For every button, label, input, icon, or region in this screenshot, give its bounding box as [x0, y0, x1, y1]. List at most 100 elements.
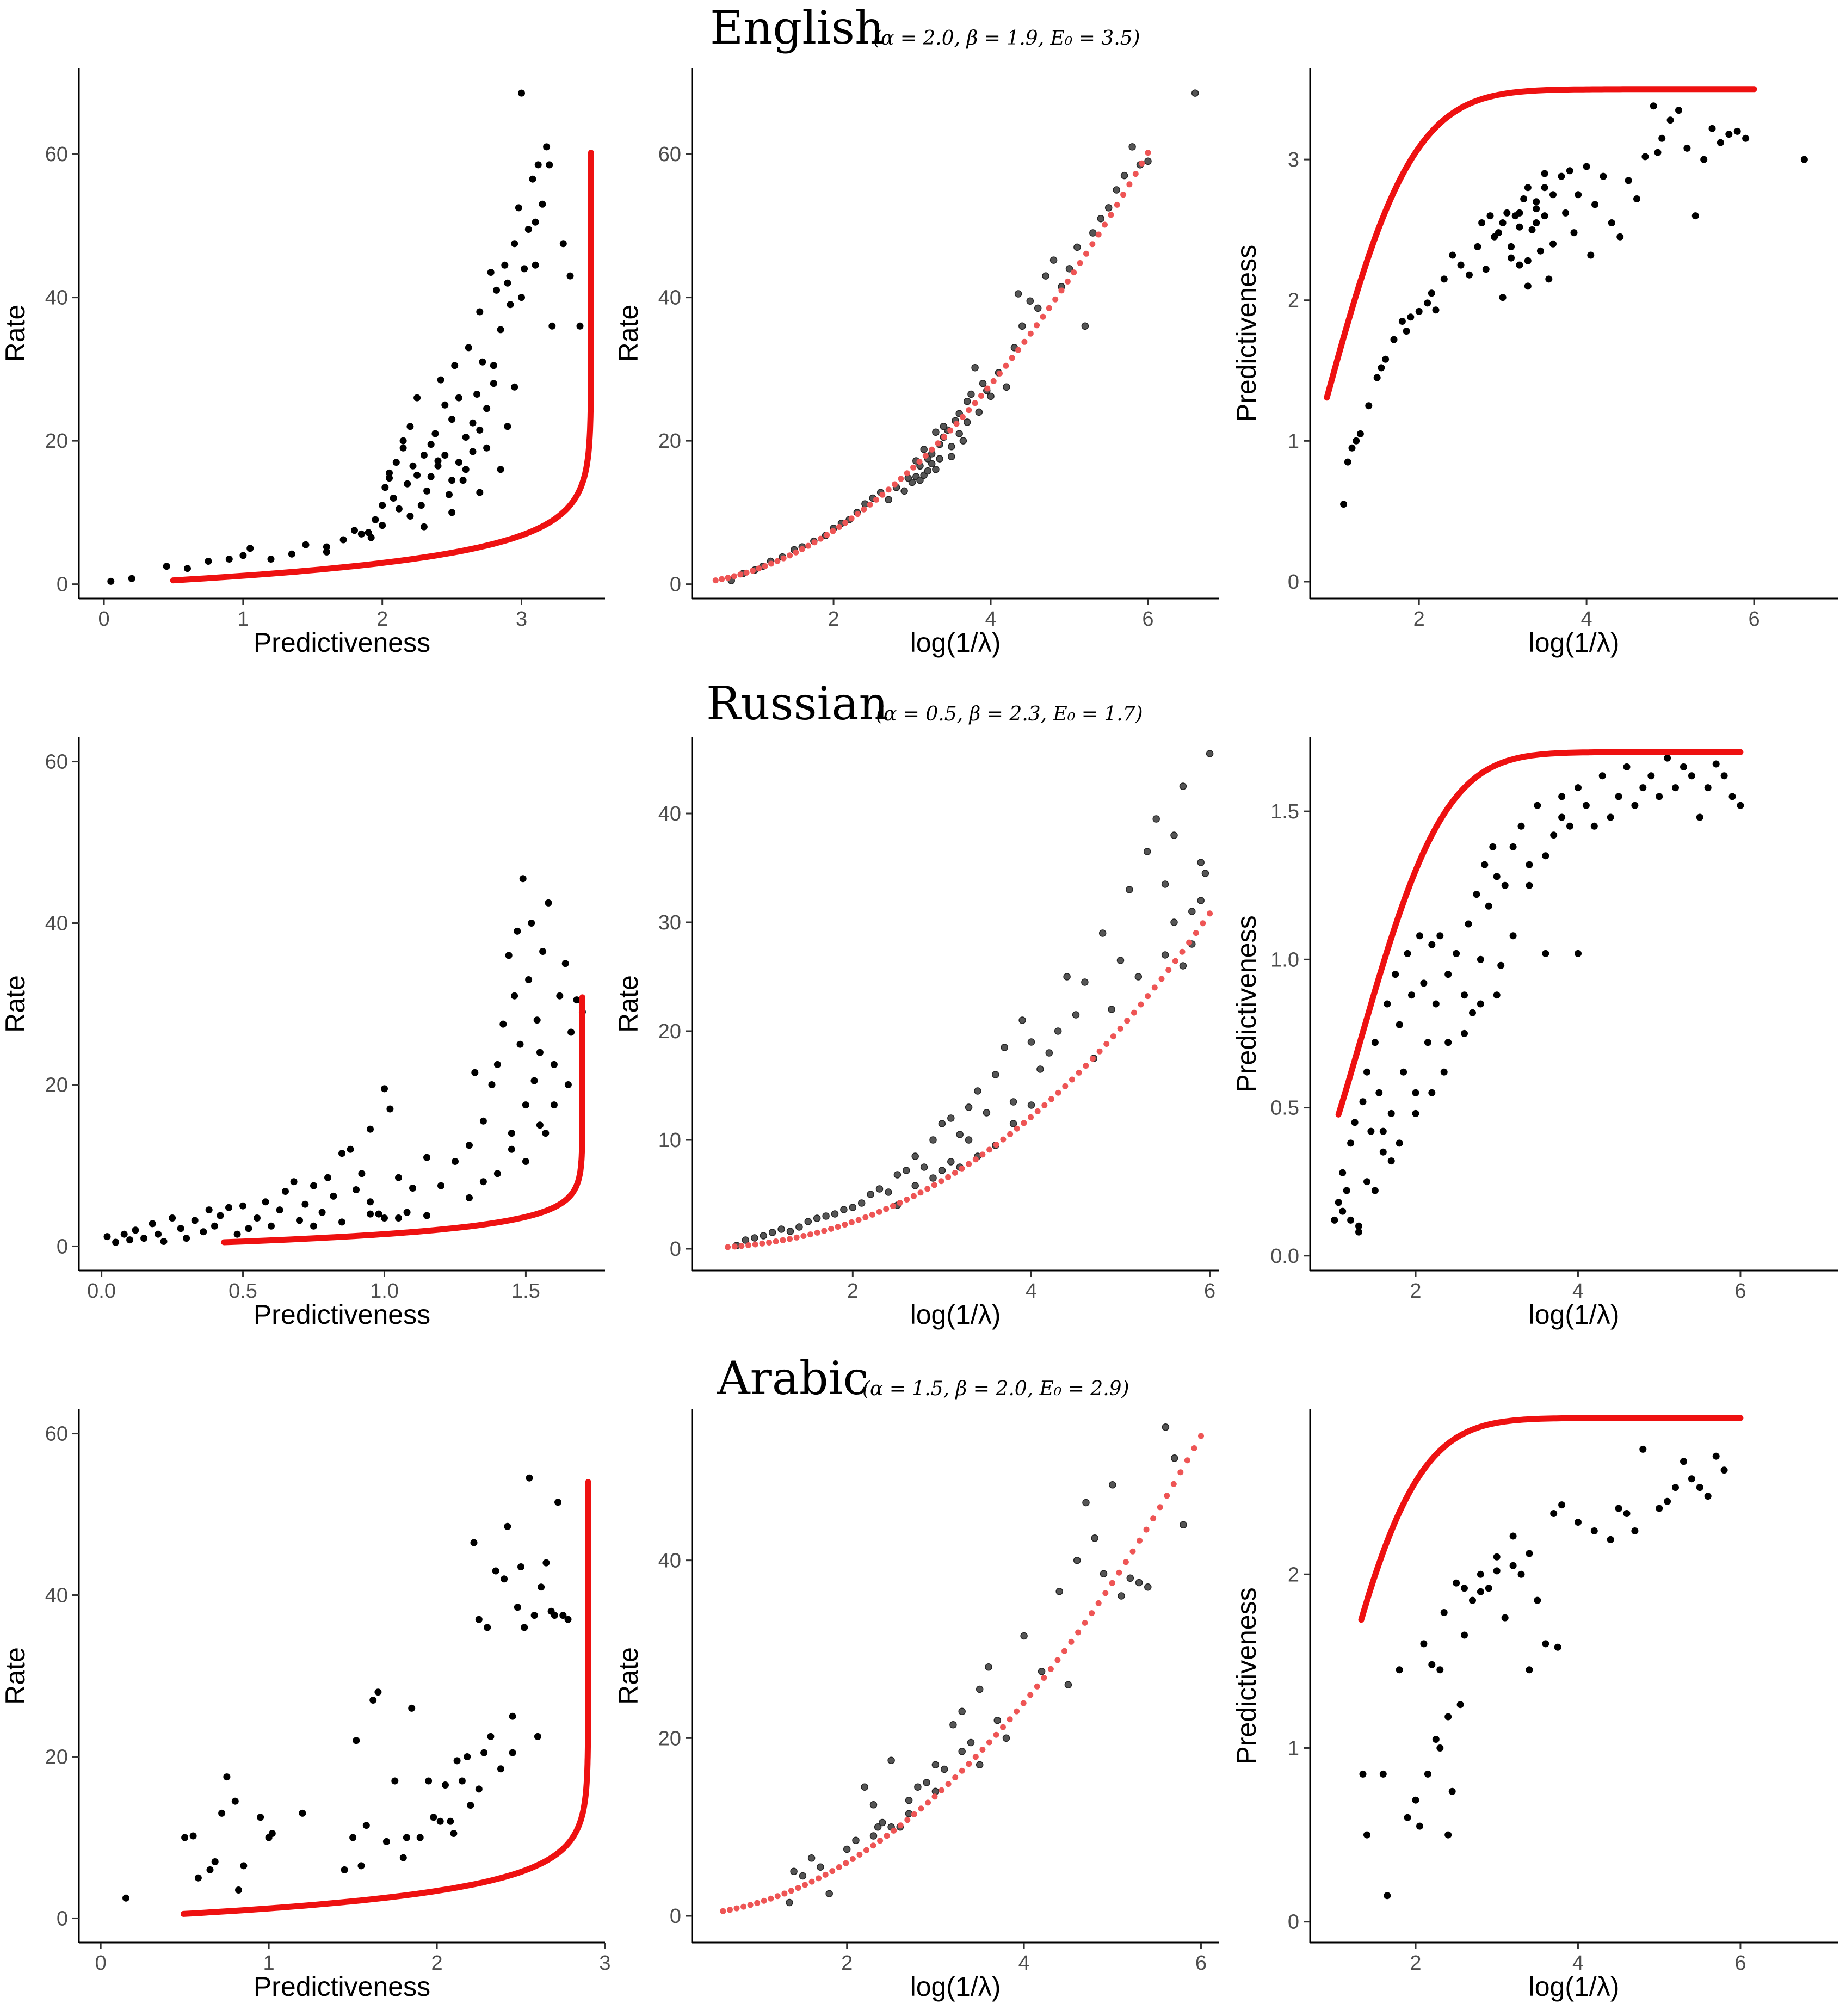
data-point	[155, 1230, 162, 1238]
data-point	[310, 1222, 317, 1230]
curve-point	[910, 1193, 917, 1199]
data-point	[1477, 1570, 1484, 1578]
data-point	[887, 1756, 895, 1764]
x-axis-label: Predictiveness	[254, 1299, 430, 1330]
data-point	[903, 1167, 910, 1174]
data-point	[1109, 1481, 1116, 1489]
curve-point	[1117, 1025, 1123, 1032]
data-point	[1424, 1770, 1431, 1778]
data-point	[1477, 955, 1484, 963]
curve-point	[843, 1860, 849, 1866]
data-point	[430, 1814, 437, 1821]
curve-point	[1034, 1683, 1040, 1690]
data-point	[1179, 962, 1187, 970]
x-tick-label: 4	[985, 608, 996, 631]
data-point	[381, 1085, 388, 1093]
data-point	[1600, 172, 1607, 180]
x-tick-label: 6	[1142, 608, 1153, 631]
data-point	[1179, 782, 1187, 790]
data-point	[534, 161, 542, 169]
data-point	[1049, 256, 1058, 264]
curve-point	[993, 1142, 999, 1148]
data-point	[404, 480, 411, 488]
data-point	[1528, 226, 1536, 233]
data-point	[302, 541, 310, 548]
data-point	[509, 1749, 516, 1756]
data-point	[936, 455, 943, 463]
data-point	[928, 460, 936, 468]
curve-point	[1150, 1515, 1157, 1522]
data-point	[1720, 772, 1728, 780]
curve-point	[1095, 231, 1102, 238]
x-tick-label: 1.5	[511, 1280, 540, 1303]
x-tick-label: 6	[1748, 608, 1759, 631]
data-point	[1335, 1199, 1342, 1206]
curve-point	[952, 1774, 959, 1780]
curve-point	[1068, 1638, 1075, 1645]
y-tick-label: 40	[658, 803, 681, 825]
curve-point	[1007, 1131, 1014, 1137]
data-point	[1533, 219, 1540, 226]
data-point	[406, 513, 414, 520]
data-point	[357, 530, 365, 538]
curve-point	[745, 1242, 752, 1248]
x-tick-label: 1	[263, 1952, 275, 1975]
x-tick-label: 6	[1204, 1280, 1215, 1303]
data-point	[475, 1616, 483, 1623]
data-point	[1065, 265, 1073, 273]
y-tick-label: 40	[658, 287, 681, 310]
curve-point	[863, 1847, 869, 1853]
data-point	[1499, 294, 1507, 301]
curve-point	[876, 1209, 882, 1215]
data-point	[177, 1225, 184, 1232]
curve-point	[1061, 1648, 1067, 1654]
data-point	[885, 496, 892, 503]
curve-point	[733, 1905, 740, 1912]
model-curve	[712, 150, 1151, 584]
data-point	[965, 1103, 973, 1111]
data-point	[1018, 322, 1026, 330]
curve-point	[793, 549, 799, 556]
curve-point	[938, 1178, 944, 1185]
data-point	[466, 1142, 473, 1149]
data-point	[1680, 1458, 1687, 1465]
data-point	[163, 563, 170, 570]
row-title-arabic-language: Arabic	[717, 1352, 869, 1405]
data-point	[416, 1834, 424, 1841]
data-point	[493, 1061, 501, 1068]
data-points	[786, 1423, 1187, 1907]
data-point	[768, 1229, 776, 1236]
data-point	[1672, 1484, 1679, 1491]
x-tick-label: 3	[516, 608, 527, 631]
data-point	[542, 1559, 550, 1567]
data-point	[290, 1178, 298, 1186]
model-curve	[1324, 86, 1757, 401]
data-point	[288, 550, 295, 558]
data-point	[379, 522, 386, 529]
data-point	[1038, 1668, 1046, 1675]
data-point	[976, 1761, 984, 1769]
data-point	[1549, 240, 1557, 248]
data-point	[434, 457, 442, 465]
data-points	[733, 750, 1214, 1249]
y-tick-label: 0	[1288, 571, 1299, 594]
data-point	[1575, 1519, 1582, 1526]
data-point	[465, 344, 472, 352]
data-point	[532, 218, 539, 226]
data-point	[924, 467, 932, 475]
curve-point	[897, 1822, 904, 1829]
curve-point	[1129, 1548, 1136, 1555]
data-point	[1170, 1454, 1178, 1462]
data-point	[462, 466, 470, 473]
data-point	[1162, 1423, 1170, 1431]
data-point	[399, 1854, 407, 1861]
data-point	[1666, 116, 1674, 124]
curve-point	[1198, 1433, 1204, 1439]
curve-point	[720, 1908, 726, 1914]
data-point	[1027, 1038, 1035, 1046]
data-point	[524, 226, 532, 233]
curve-point	[750, 568, 756, 574]
data-point	[1616, 233, 1624, 241]
data-point	[548, 322, 556, 330]
x-tick-label: 0	[95, 1952, 107, 1975]
